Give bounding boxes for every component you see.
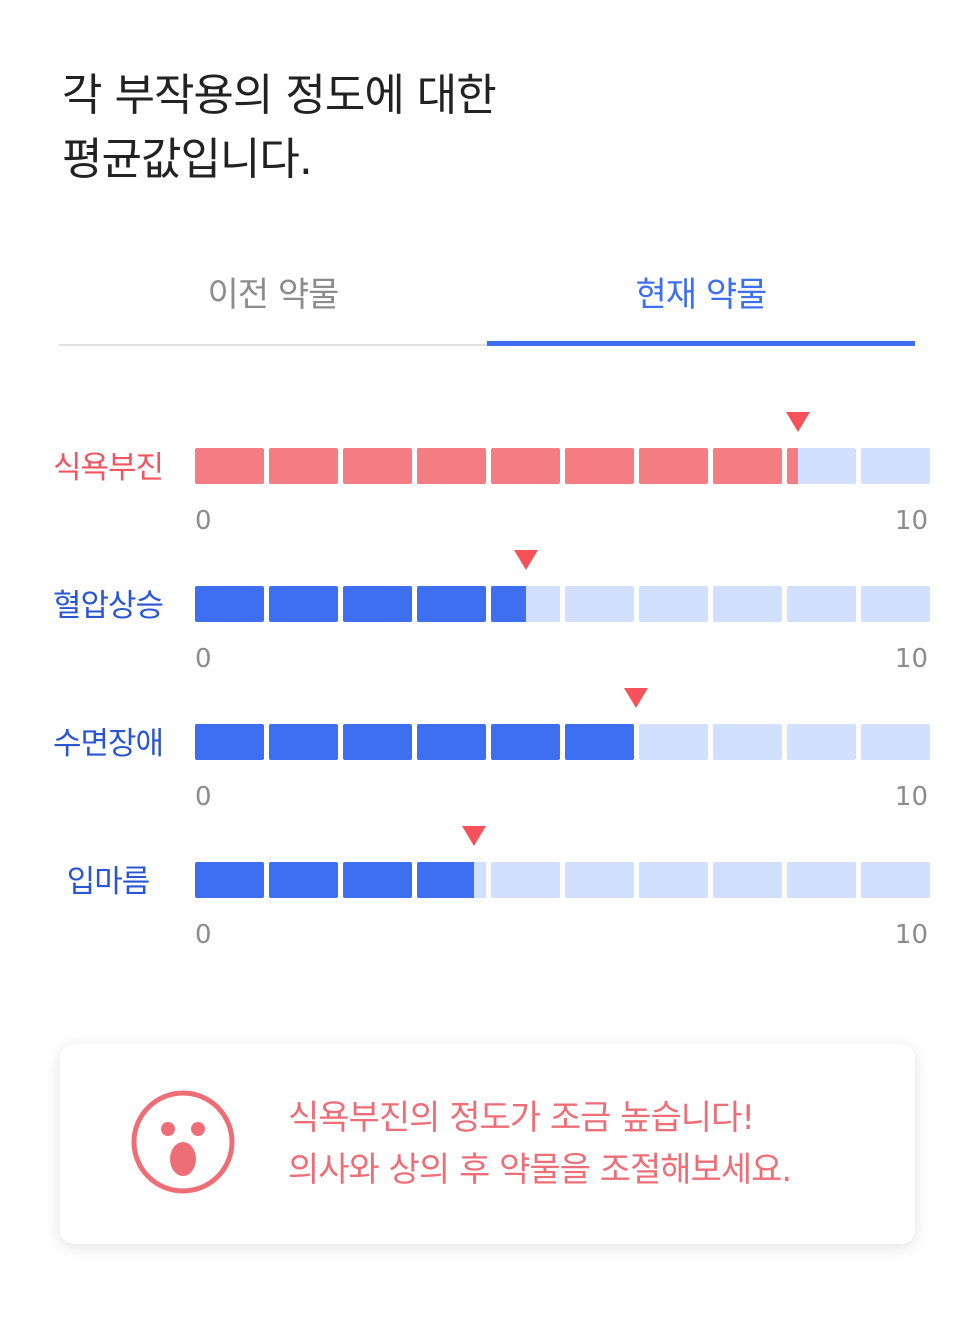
severity-segment [787,724,856,760]
side-effect-label: 혈압상승 [52,588,164,624]
severity-segment [343,724,412,760]
severity-bar [195,586,930,622]
severity-segment [195,724,264,760]
side-effect-row: 혈압상승 0 10 [0,546,972,676]
severity-segment [565,724,634,760]
page-title: 각 부작용의 정도에 대한 평균값입니다. [62,64,497,192]
severity-segment [343,448,412,484]
side-effect-row: 식욕부진 0 10 [0,408,972,538]
scale-max-label: 10 [894,506,928,536]
severity-fill [565,448,634,484]
severity-segment [195,448,264,484]
severity-segment [491,448,560,484]
severity-fill [269,724,338,760]
severity-fill [195,586,264,622]
severity-segment [565,448,634,484]
scale-min-label: 0 [195,506,212,536]
severity-fill [713,448,782,484]
severity-bar [195,862,930,898]
side-effect-row: 입마름 0 10 [0,822,972,952]
alert-message-line-1: 식욕부진의 정도가 조금 높습니다! [288,1098,755,1138]
severity-segment [565,586,634,622]
severity-segment [713,448,782,484]
scale-min-label: 0 [195,644,212,674]
severity-segment [491,862,560,898]
average-marker-icon [785,412,810,432]
scale-min-label: 0 [195,782,212,812]
severity-segment [861,448,930,484]
severity-fill [269,448,338,484]
severity-segment [195,862,264,898]
severity-segment [343,586,412,622]
severity-segment [787,448,856,484]
severity-segment [639,862,708,898]
severity-segment [269,586,338,622]
scale-max-label: 10 [894,644,928,674]
scale-min-label: 0 [195,920,212,950]
severity-segment [417,448,486,484]
alert-message: 식욕부진의 정도가 조금 높습니다! 의사와 상의 후 약물을 조절해보세요. [288,1092,792,1196]
alert-message-line-2: 의사와 상의 후 약물을 조절해보세요. [288,1150,792,1190]
severity-segment [269,448,338,484]
scale-max-label: 10 [894,920,928,950]
tab-previous-medication[interactable]: 이전 약물 [207,275,340,315]
severity-bar [195,724,930,760]
tab-current-medication[interactable]: 현재 약물 [487,260,915,346]
severity-fill [343,724,412,760]
page-title-line-1: 각 부작용의 정도에 대한 [62,70,497,121]
severity-segment [417,586,486,622]
side-effect-label: 수면장애 [52,726,164,762]
severity-fill [417,724,486,760]
severity-segment [787,586,856,622]
severity-fill [343,448,412,484]
severity-segment [639,724,708,760]
severity-segment [491,586,560,622]
severity-fill [343,862,412,898]
severity-segment [269,862,338,898]
severity-segment [417,862,486,898]
severity-segment [343,862,412,898]
severity-segment [713,862,782,898]
severity-segment [491,724,560,760]
side-effect-label: 입마름 [66,864,151,900]
severity-fill [195,862,264,898]
surprised-face-icon [131,1090,235,1194]
severity-fill [565,724,634,760]
severity-fill [269,862,338,898]
medication-tabs: 이전 약물 현재 약물 [59,260,915,346]
severity-segment [269,724,338,760]
severity-fill [417,862,475,898]
severity-fill [491,448,560,484]
severity-segment [861,724,930,760]
severity-fill [639,448,708,484]
average-marker-icon [624,688,648,708]
severity-segment [713,586,782,622]
severity-segment [639,448,708,484]
severity-fill [343,586,412,622]
severity-segment [565,862,634,898]
severity-segment [639,586,708,622]
severity-fill [417,448,486,484]
severity-fill [195,724,264,760]
side-effect-row: 수면장애 0 10 [0,684,972,814]
severity-segment [787,862,856,898]
severity-fill [491,724,560,760]
alert-card: 식욕부진의 정도가 조금 높습니다! 의사와 상의 후 약물을 조절해보세요. [60,1044,915,1244]
severity-segment [195,586,264,622]
severity-bar [195,448,930,484]
severity-fill [269,586,338,622]
severity-segment [713,724,782,760]
average-marker-icon [513,550,538,570]
severity-fill [787,448,798,484]
severity-fill [491,586,526,622]
severity-fill [195,448,264,484]
severity-segment [417,724,486,760]
severity-segment [861,586,930,622]
page-title-line-2: 평균값입니다. [62,134,313,185]
side-effect-label: 식욕부진 [52,450,164,486]
average-marker-icon [462,826,487,846]
severity-fill [417,586,486,622]
severity-segment [861,862,930,898]
scale-max-label: 10 [894,782,928,812]
